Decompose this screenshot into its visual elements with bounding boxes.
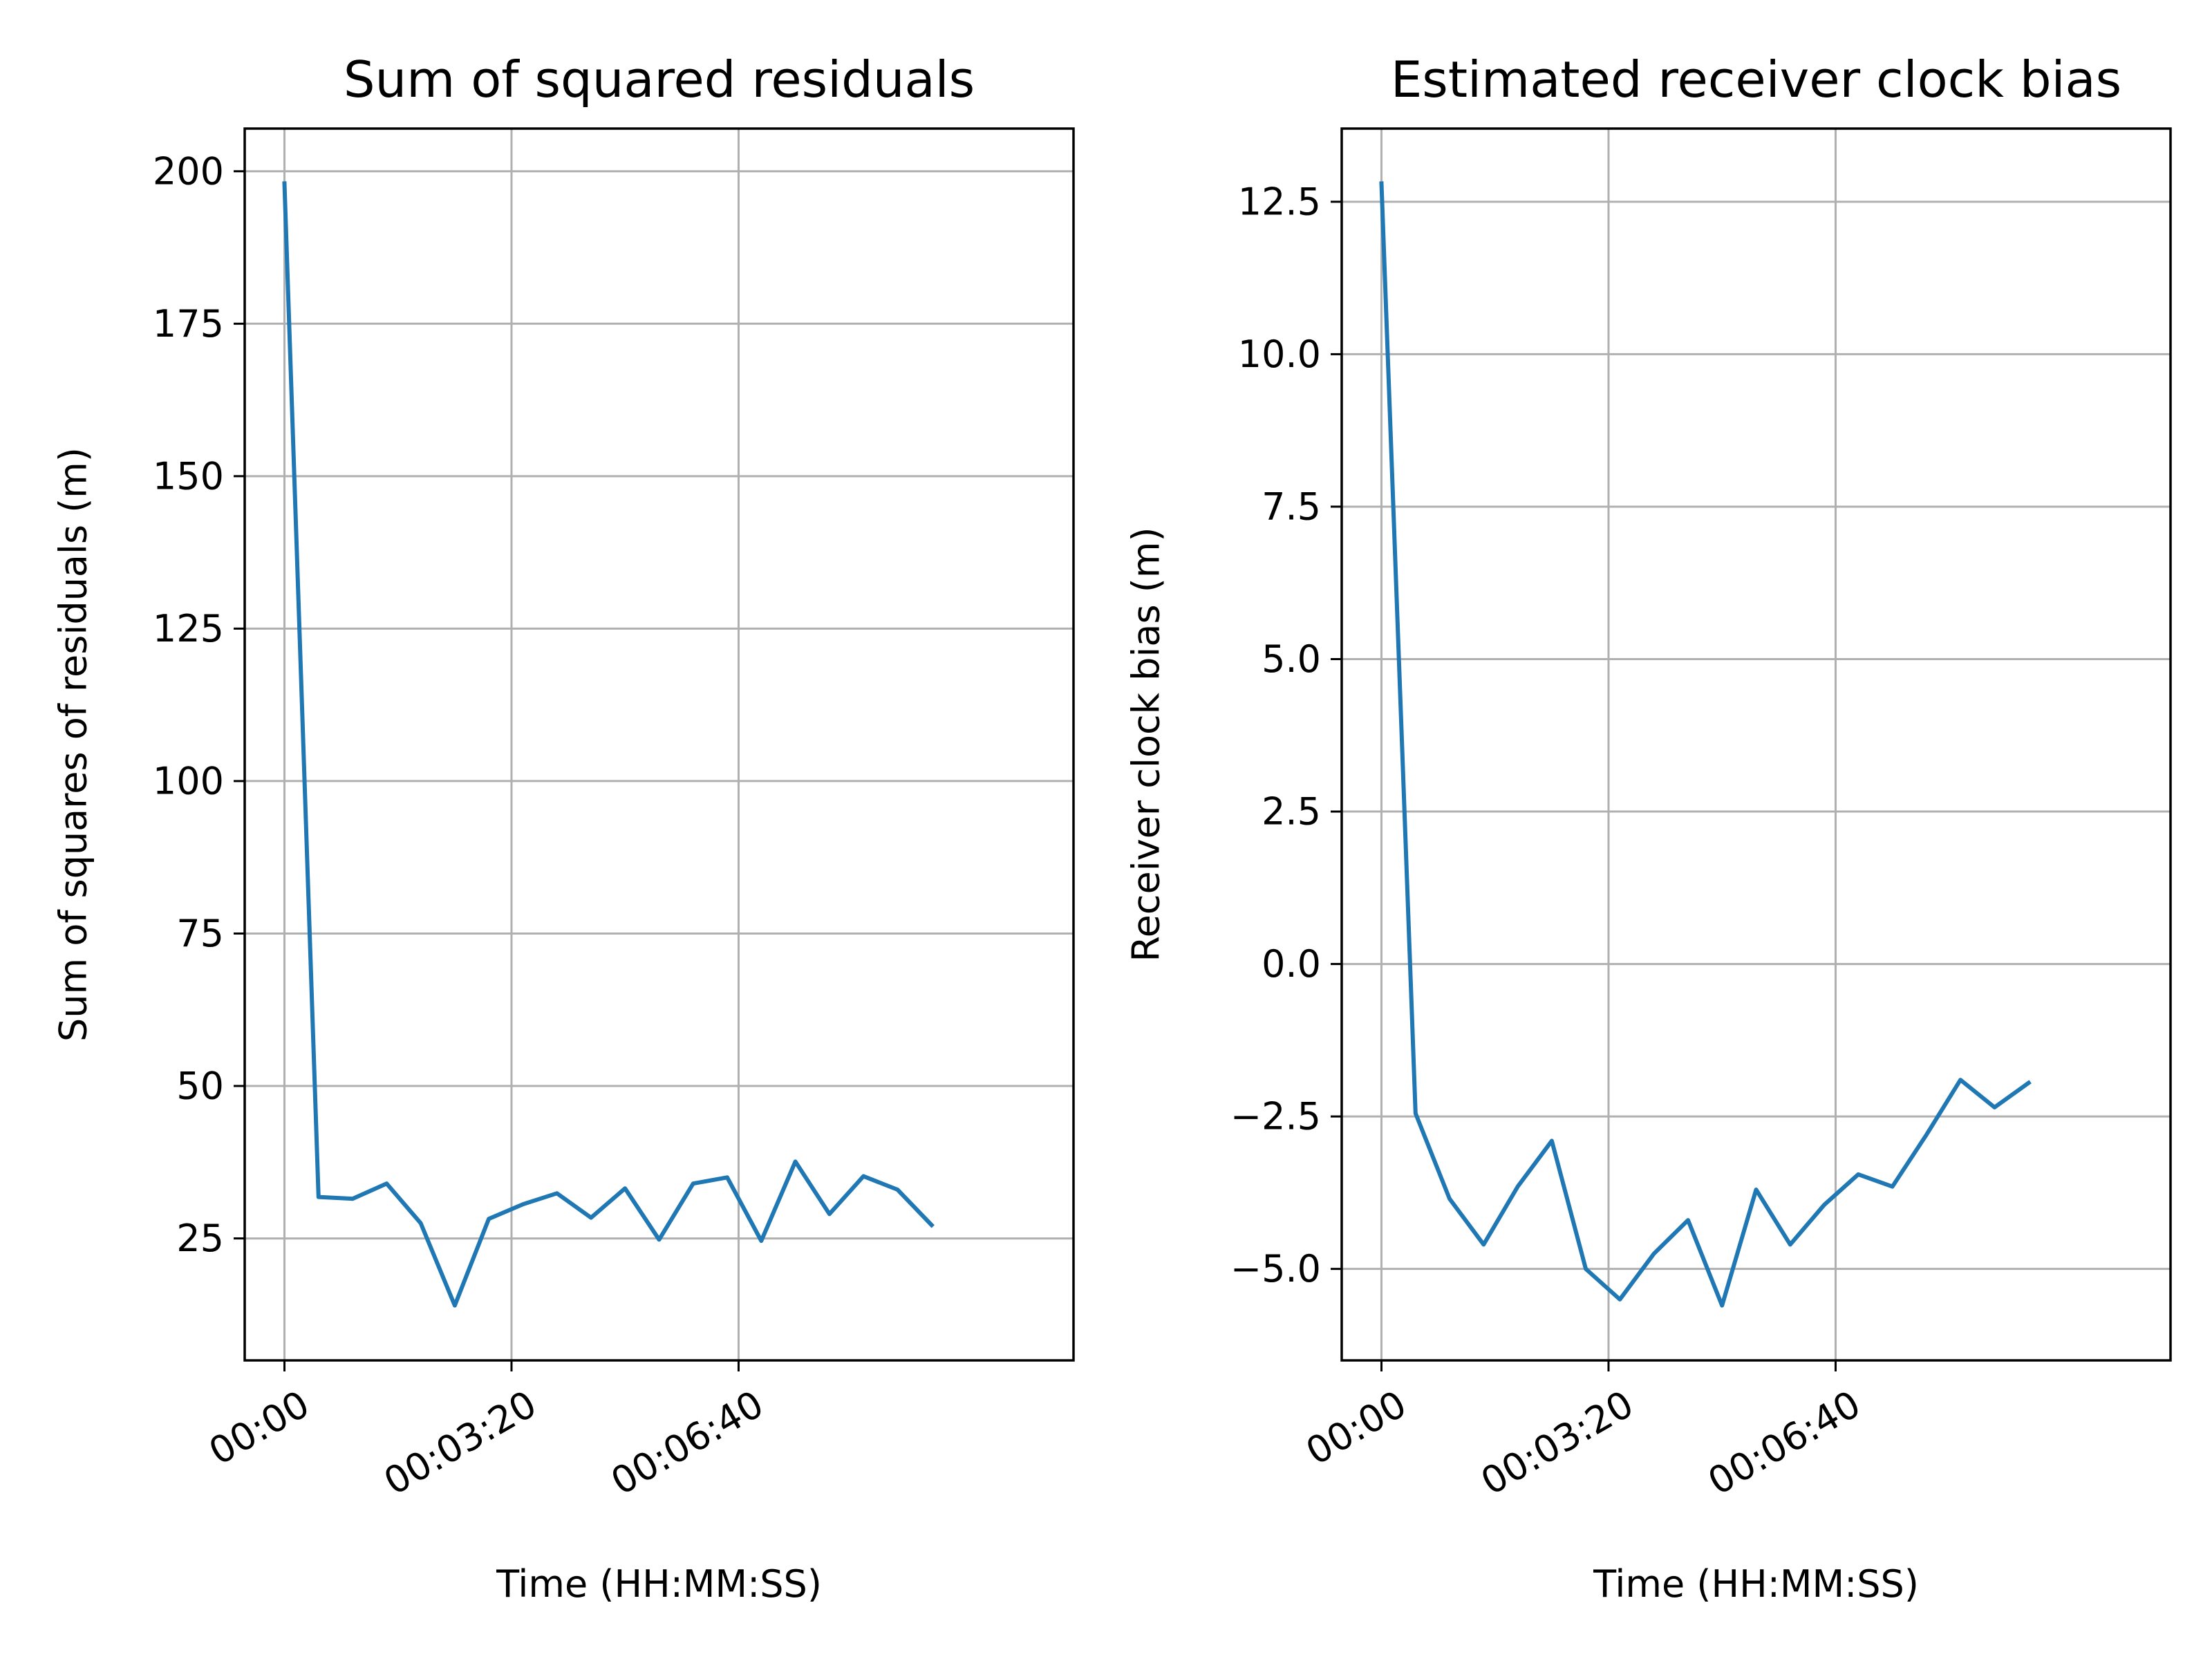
y-tick-label: 5.0 xyxy=(1262,637,1321,681)
chart-panel-clock-bias: 00:00 00:03:20 00:06:40 −5.0 −2.5 0.0 2.5 5.0 7.… xyxy=(1125,50,2172,1606)
x-tick-label: 00:06:40 xyxy=(603,1382,771,1503)
x-tick-label: 00:00 xyxy=(202,1382,317,1473)
plot-area xyxy=(1342,129,2171,1360)
y-tick-label: 7.5 xyxy=(1262,485,1321,528)
y-tick-label: 10.0 xyxy=(1238,332,1321,376)
y-tick-label: 2.5 xyxy=(1262,790,1321,834)
y-tick-label: 200 xyxy=(153,149,224,193)
chart-title: Estimated receiver clock bias xyxy=(1391,50,2121,109)
x-axis-label: Time (HH:MM:SS) xyxy=(496,1562,822,1606)
x-tick-label: 00:00 xyxy=(1299,1382,1414,1473)
y-tick-label: 0.0 xyxy=(1262,942,1321,986)
series-line xyxy=(1379,181,2032,1308)
y-tick-label: 125 xyxy=(153,607,224,650)
plot-area xyxy=(245,129,1074,1360)
y-tick-label: 12.5 xyxy=(1238,180,1321,223)
x-tick-label: 00:03:20 xyxy=(377,1382,544,1503)
series-line xyxy=(282,181,935,1308)
x-axis-label: Time (HH:MM:SS) xyxy=(1593,1562,1919,1606)
chart-panel-residuals: 00:00 00:03:20 00:06:40 25 50 75 100 125 150 175 2… xyxy=(52,50,1075,1606)
chart-title: Sum of squared residuals xyxy=(344,50,975,109)
y-tick-label: 25 xyxy=(176,1217,224,1260)
x-tick-label: 00:06:40 xyxy=(1700,1382,1868,1503)
y-tick-label: 150 xyxy=(153,454,224,498)
y-tick-label: 75 xyxy=(176,912,224,955)
y-tick-label: 50 xyxy=(176,1065,224,1108)
axes-frame xyxy=(243,127,1075,1362)
y-tick-label: 175 xyxy=(153,302,224,346)
axes-frame xyxy=(1340,127,2172,1362)
y-tick-label: −5.0 xyxy=(1230,1247,1321,1291)
x-tick-label: 00:03:20 xyxy=(1474,1382,1641,1503)
y-tick-label: 100 xyxy=(153,759,224,803)
y-axis-label: Receiver clock bias (m) xyxy=(1125,527,1168,962)
y-axis-label: Sum of squares of residuals (m) xyxy=(52,447,95,1042)
y-tick-label: −2.5 xyxy=(1230,1095,1321,1138)
